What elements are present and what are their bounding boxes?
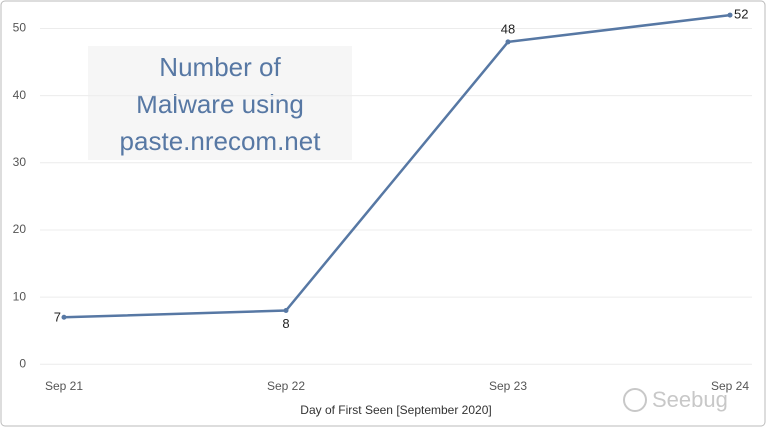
point xyxy=(61,314,67,320)
point xyxy=(505,39,511,45)
title-box xyxy=(88,46,352,160)
y-tick-label: 40 xyxy=(13,88,27,102)
x-axis-label: Day of First Seen [September 2020] xyxy=(300,403,491,417)
x-tick-label: Sep 24 xyxy=(711,379,749,393)
watermark: Seebug xyxy=(652,387,728,412)
data-label: 48 xyxy=(501,21,515,36)
y-tick-label: 20 xyxy=(13,222,27,236)
point xyxy=(727,12,733,18)
point xyxy=(283,308,289,314)
watermark-icon xyxy=(623,388,647,412)
chart-title: Number of xyxy=(159,52,281,82)
data-label: 7 xyxy=(54,310,61,325)
x-tick-label: Sep 22 xyxy=(267,379,305,393)
line xyxy=(63,13,731,319)
y-tick-label: 50 xyxy=(13,21,27,35)
chart-title: Malware using xyxy=(136,89,304,119)
y-tick-label: 0 xyxy=(19,356,26,370)
data-label: 8 xyxy=(282,316,289,331)
chart-title: paste.nrecom.net xyxy=(120,126,322,156)
x-tick-label: Sep 23 xyxy=(489,379,527,393)
y-tick-label: 30 xyxy=(13,155,27,169)
data-label: 52 xyxy=(734,7,748,22)
x-tick-label: Sep 21 xyxy=(45,379,83,393)
y-tick-label: 10 xyxy=(13,289,27,303)
